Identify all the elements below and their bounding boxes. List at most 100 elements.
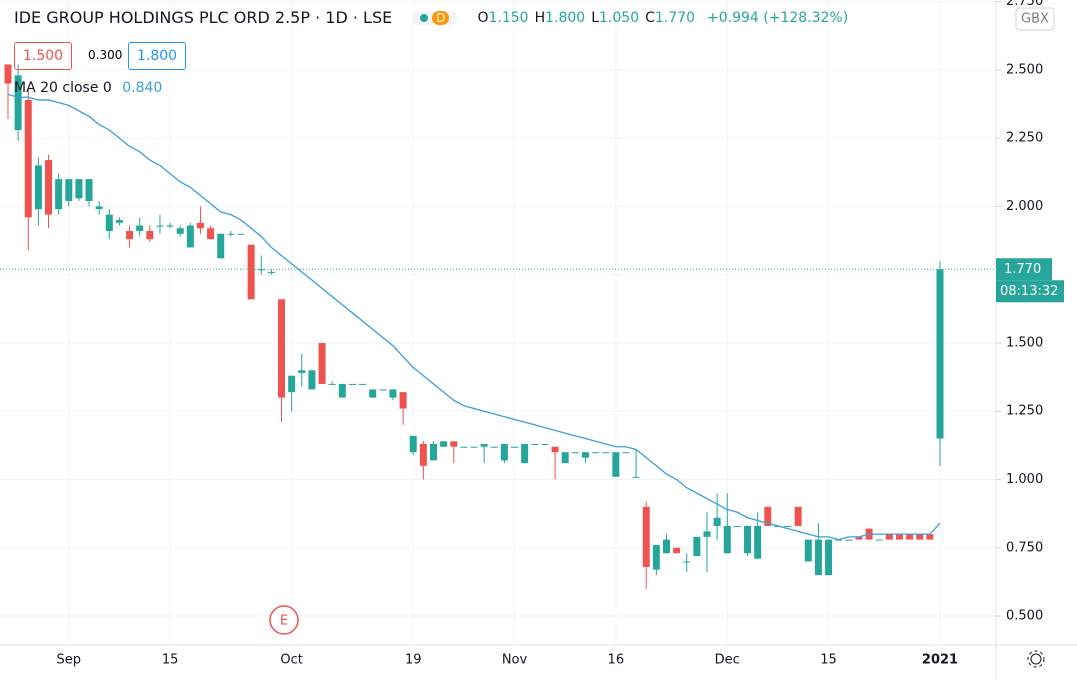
candle-body — [632, 476, 640, 478]
settings-icon[interactable] — [1027, 650, 1045, 668]
symbol-title: IDE GROUP HOLDINGS PLC ORD 2.5P · 1D · L… — [14, 8, 393, 27]
candle-body — [642, 506, 650, 567]
candle-body — [136, 225, 144, 232]
countdown-label: 08:13:32 — [1000, 284, 1058, 299]
indicator-legend: MA 20 close 0 0.840 — [14, 80, 162, 96]
candle-body — [34, 165, 42, 210]
y-tick-label: 1.250 — [1006, 404, 1043, 419]
candle-body — [490, 446, 498, 448]
ohlc-value: 1.770 — [654, 9, 695, 26]
candle-body — [429, 444, 437, 461]
candle-body — [541, 444, 549, 446]
status: D — [432, 10, 450, 25]
price-tag — [996, 258, 1052, 281]
candle-body — [581, 452, 589, 458]
candle-body — [85, 179, 93, 201]
candle-body — [571, 452, 579, 454]
candle-body — [227, 233, 235, 235]
candle-body — [764, 506, 772, 526]
candle-body — [419, 444, 427, 466]
candle-body — [65, 179, 73, 201]
candle-body — [551, 446, 559, 453]
candle-body — [115, 220, 123, 223]
candle-body — [733, 525, 741, 527]
candle-body — [673, 547, 681, 554]
y-tick-label: 2.750 — [1006, 0, 1043, 9]
candle-body — [521, 444, 529, 464]
candle-body — [723, 525, 731, 554]
candle-body — [480, 444, 488, 447]
candle-body — [895, 534, 903, 540]
candle-body — [470, 446, 478, 448]
event-marker[interactable] — [269, 605, 299, 635]
candle-body — [14, 75, 22, 130]
candle-body — [379, 389, 387, 391]
candle-body — [237, 233, 245, 235]
candle-body — [186, 225, 194, 248]
candle-body — [875, 539, 883, 541]
candle-body — [531, 444, 539, 446]
candle-body — [784, 525, 792, 527]
ohlc-value: 1.050 — [599, 9, 640, 26]
candle-body — [409, 435, 417, 453]
candle-body — [906, 534, 914, 540]
candle-body — [278, 299, 286, 398]
x-tick-label: Dec — [715, 653, 740, 668]
y-tick-label: 2.000 — [1006, 199, 1043, 214]
currency: GBX — [1021, 12, 1049, 27]
sell-box[interactable]: 1.500 — [14, 42, 73, 70]
price-tag-label: 1.770 — [1004, 262, 1041, 277]
candle-body — [196, 222, 204, 229]
candle-body — [450, 441, 458, 447]
spread: 0.300 — [88, 48, 123, 62]
ohlc-key: L — [591, 9, 600, 26]
candle-body — [612, 452, 620, 477]
candle-body — [744, 525, 752, 554]
ohlc-value: 1.800 — [545, 9, 586, 26]
candle-body — [318, 342, 326, 384]
candle-body — [500, 444, 508, 461]
candle-body — [561, 452, 569, 464]
candle-body — [288, 375, 296, 393]
candle-body — [825, 539, 833, 576]
ohlc-values: O1.150 H1.800 L1.050 C1.770 — [477, 10, 701, 26]
candle-body — [926, 534, 934, 540]
event-label: E — [280, 614, 288, 629]
candle-body — [845, 539, 853, 541]
candle-body — [794, 506, 802, 526]
x-tick-label: 16 — [608, 653, 625, 668]
candle-body — [713, 517, 721, 526]
y-tick-label: 1.500 — [1006, 335, 1043, 350]
candle-body — [267, 271, 275, 273]
candle-body — [308, 370, 316, 390]
candle-body — [804, 539, 812, 562]
candle-body — [662, 539, 670, 554]
candle-body — [4, 64, 12, 84]
candle-body — [24, 99, 32, 218]
candle-body — [146, 231, 154, 240]
indicator-name: MA 20 close 0 — [14, 80, 112, 96]
buy-box[interactable]: 1.800 — [128, 42, 187, 70]
candle-body — [348, 383, 356, 385]
candle-body — [622, 452, 630, 454]
candle-body — [328, 383, 336, 385]
candle-body — [45, 160, 53, 215]
x-tick-label: 2021 — [922, 653, 958, 668]
y-tick-label: 0.500 — [1006, 609, 1043, 624]
candle-body — [814, 539, 822, 576]
candle-body — [166, 225, 174, 227]
ma-line — [7, 93, 941, 541]
x-tick-label: Nov — [502, 653, 528, 668]
status-pill[interactable]: D — [412, 10, 458, 25]
candle-body — [338, 383, 346, 398]
candle-body — [369, 389, 377, 398]
candle-body — [602, 452, 610, 454]
legend-header: IDE GROUP HOLDINGS PLC ORD 2.5P · 1D · L… — [14, 8, 848, 27]
candle-body — [440, 441, 448, 447]
x-tick-label: 19 — [405, 653, 422, 668]
currency-box[interactable] — [1015, 7, 1055, 31]
ohlc-key: O — [477, 9, 489, 26]
candle-body — [511, 446, 519, 448]
y-tick-label: 2.500 — [1006, 62, 1043, 77]
candle-body — [399, 392, 407, 409]
